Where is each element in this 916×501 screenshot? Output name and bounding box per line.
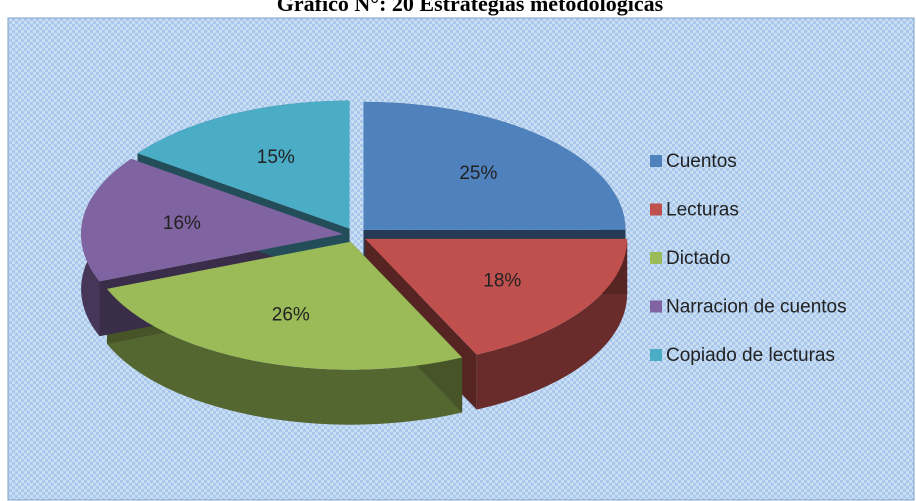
legend-swatch (650, 155, 662, 167)
chart-title: Gráfico N°: 20 Estrategias metodológicas (277, 0, 664, 16)
legend-label: Lecturas (666, 200, 739, 221)
slice (365, 238, 628, 355)
data-label: 18% (483, 270, 521, 291)
data-label: 16% (163, 213, 201, 234)
legend-label: Narracion de cuentos (666, 297, 847, 318)
data-label: 26% (272, 304, 310, 325)
slice-side (476, 238, 628, 410)
data-label: 15% (257, 147, 295, 168)
legend-label: Cuentos (666, 151, 737, 172)
slice (137, 100, 350, 229)
legend-swatch (650, 349, 662, 361)
data-label: 25% (459, 163, 497, 184)
legend-label: Dictado (666, 248, 730, 269)
legend-swatch (650, 252, 662, 264)
legend-swatch (650, 203, 662, 216)
legend-swatch (650, 300, 662, 313)
slice (81, 158, 344, 282)
slice-side (106, 288, 463, 425)
slice (363, 101, 626, 230)
slice (106, 241, 463, 370)
legend-label: Copiado de lecturas (666, 345, 835, 366)
